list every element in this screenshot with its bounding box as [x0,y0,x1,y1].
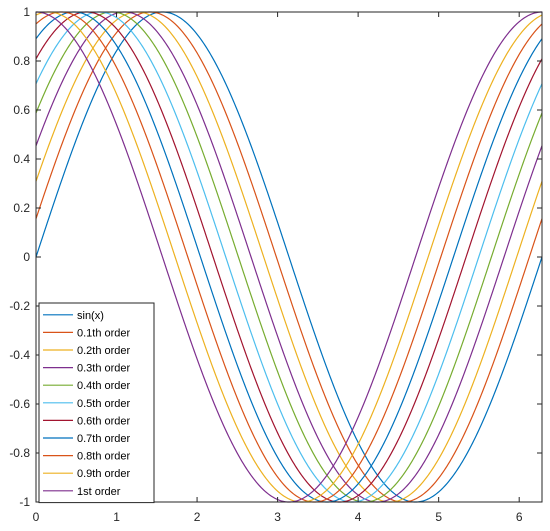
x-tick-label: 1 [113,510,120,524]
x-tick-label: 0 [33,510,40,524]
x-tick-label: 6 [516,510,523,524]
y-tick-label: -0.6 [9,397,30,411]
legend-label: 0.1th order [77,327,131,339]
y-tick-label: 0.2 [13,201,30,215]
legend-label: 0.7th order [77,433,131,445]
series-line-6 [35,11,543,503]
series-line-0 [35,11,543,503]
series-line-5 [35,11,543,503]
legend-label: 1st order [77,486,121,498]
series-line-8 [35,11,543,503]
y-tick-label: -1 [19,495,30,509]
series-line-2 [35,11,543,503]
legend-label: 0.6th order [77,415,131,427]
y-tick-label: 1 [23,5,30,19]
x-tick-label: 4 [355,510,362,524]
y-tick-label: 0.8 [13,54,30,68]
x-tick-label: 2 [194,510,201,524]
x-tick-label: 3 [274,510,281,524]
legend-label: 0.9th order [77,468,131,480]
series-line-9 [35,11,543,503]
series-line-1 [35,11,543,503]
y-tick-label: -0.8 [9,446,30,460]
legend-label: 0.3th order [77,363,131,375]
legend: sin(x) 0.1th order 0.2th order 0.3th order 0… [38,302,155,504]
series-line-4 [35,11,543,503]
x-tick-label: 5 [435,510,442,524]
y-tick-label: -0.2 [9,299,30,313]
legend-label: 0.8th order [77,451,131,463]
legend-label: 0.5th order [77,398,131,410]
series-layer [35,11,543,503]
legend-label: sin(x) [77,310,104,322]
y-tick-label: 0.6 [13,103,30,117]
y-tick-label: 0.4 [13,152,30,166]
legend-label: 0.4th order [77,380,131,392]
legend-label: 0.2th order [77,345,131,357]
y-tick-label: 0 [23,250,30,264]
ticks-layer: 0 1 2 3 4 5 6 1 0.8 0.6 0.4 0.2 0 -0.2 -0.4 -0.6 -0.8 -1 [9,5,542,524]
series-line-7 [35,11,543,503]
y-tick-label: -0.4 [9,348,30,362]
